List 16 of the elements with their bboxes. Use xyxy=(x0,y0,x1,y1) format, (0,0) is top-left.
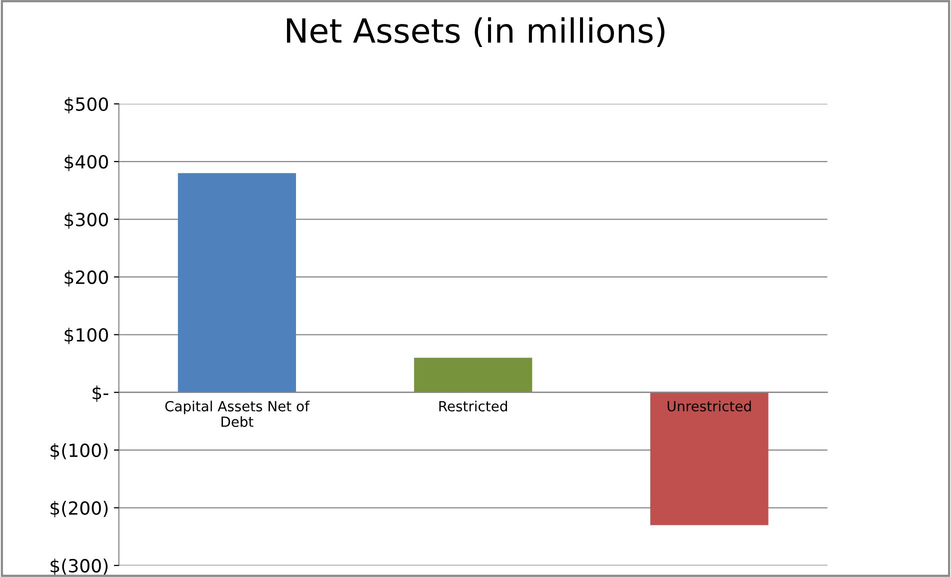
y-tick-label: $500 xyxy=(64,97,108,114)
x-tick-label: Capital Assets Net of Debt xyxy=(165,400,310,427)
y-tick-label: $(100) xyxy=(50,443,108,460)
y-tick-label: $(200) xyxy=(50,500,108,518)
y-tick-label: $100 xyxy=(64,328,108,344)
bar xyxy=(178,173,296,392)
x-tick-label: Unrestricted xyxy=(668,400,751,412)
y-tick-label: $200 xyxy=(64,270,108,286)
y-tick-label: $- xyxy=(92,386,108,402)
bar xyxy=(650,392,768,526)
y-tick-label: $400 xyxy=(64,154,108,172)
y-tick-label: $300 xyxy=(64,212,108,229)
bar xyxy=(414,358,532,392)
y-tick-label: $(300) xyxy=(50,558,108,575)
chart-title: Net Assets (in millions) xyxy=(286,17,664,48)
x-tick-label: Restricted xyxy=(439,400,507,412)
